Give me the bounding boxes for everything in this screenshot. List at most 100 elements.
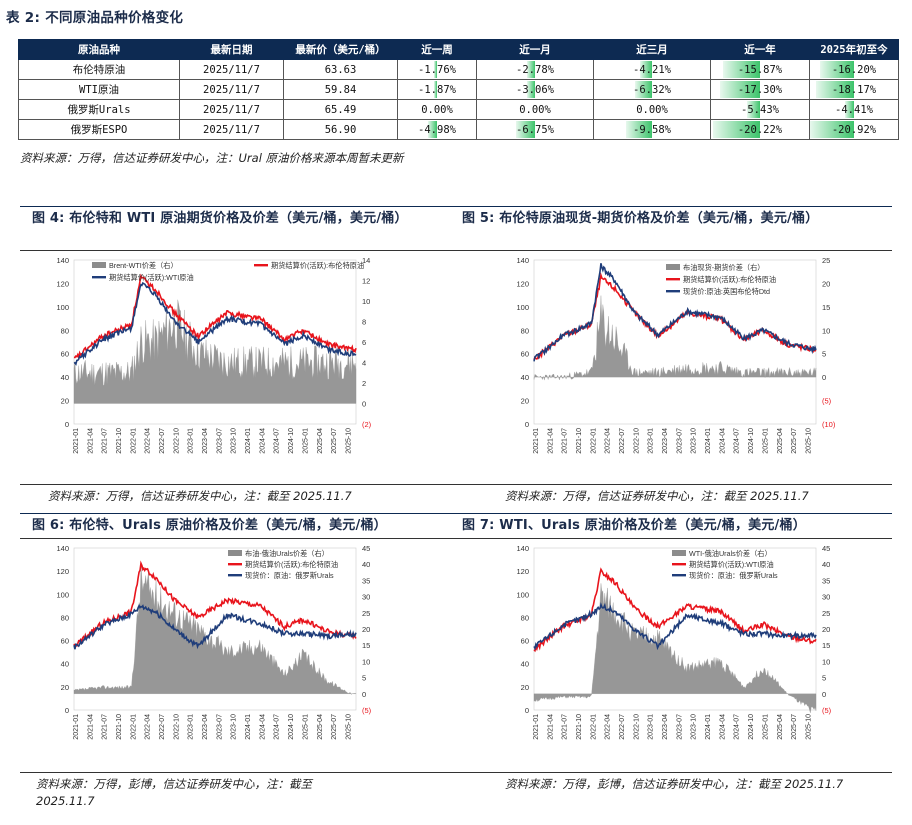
x-tick-label: 2024-01 (705, 714, 712, 740)
x-tick-label: 2025-04 (777, 428, 784, 454)
y-tick-label-left: 0 (65, 420, 69, 429)
y-tick-label-right: 12 (362, 277, 370, 286)
x-tick-label: 2025-07 (791, 428, 798, 454)
y-tick-label-right: 30 (362, 593, 370, 602)
cell-change: -3.06% (476, 79, 594, 100)
cell-change: -18.17% (809, 79, 899, 100)
x-tick-label: 2023-07 (676, 714, 683, 740)
y-tick-label-right: 20 (822, 279, 830, 288)
cell-change: 0.00% (397, 99, 477, 120)
y-tick-label-left: 20 (61, 397, 69, 406)
change-databar (516, 121, 535, 138)
x-tick-label: 2024-10 (288, 428, 295, 454)
legend-swatch-spread (92, 262, 106, 268)
y-tick-label-right: 0 (362, 400, 366, 409)
x-tick-label: 2025-07 (331, 714, 338, 740)
table-row: 布伦特原油 2025/11/7 63.63 -1.76% -2.78% -4.21% -15… (18, 59, 899, 80)
y-tick-label-left: 120 (56, 279, 69, 288)
change-databar (810, 121, 854, 138)
legend-swatch-line (672, 563, 686, 566)
cell-date: 2025/11/7 (179, 79, 284, 100)
x-tick-label: 2022-01 (130, 714, 137, 740)
cell-change: -1.87% (397, 79, 477, 100)
x-tick-label: 2022-04 (605, 428, 612, 454)
fig7-title: 图 7: WTI、Urals 原油价格及价差（美元/桶，美元/桶） (462, 518, 806, 533)
x-tick-label: 2021-07 (102, 428, 109, 454)
cell-change: -1.76% (397, 59, 477, 80)
y-tick-label-right: (5) (822, 706, 832, 715)
col-header: 2025年初至今 (809, 39, 899, 60)
y-tick-label-right: 0 (362, 690, 366, 699)
col-header: 近一年 (710, 39, 810, 60)
x-tick-label: 2021-01 (73, 428, 80, 454)
y-tick-label-right: 25 (822, 256, 830, 265)
fig6-title: 图 6: 布伦特、Urals 原油价格及价差（美元/桶，美元/桶） (32, 518, 387, 533)
x-tick-label: 2024-07 (734, 714, 741, 740)
cell-change: -4.21% (593, 59, 711, 80)
x-tick-label: 2023-01 (188, 428, 195, 454)
y-tick-label-left: 100 (56, 303, 69, 312)
y-tick-label-left: 40 (521, 660, 529, 669)
fig6-chart: 0 20 40 60 80 100 120 140 (5) 0 5 10 15 20 25 30 35 40 45 2… (56, 544, 371, 740)
plot-frame (73, 547, 357, 711)
y-tick-label-right: 25 (362, 609, 370, 618)
cell-date: 2025/11/7 (179, 59, 284, 80)
x-tick-label: 2025-07 (331, 428, 338, 454)
cell-change: -4.41% (809, 99, 899, 120)
x-tick-label: 2022-10 (633, 428, 640, 454)
x-tick-label: 2022-07 (159, 428, 166, 454)
cell-name: 俄罗斯Urals (18, 99, 180, 120)
change-databar (433, 81, 437, 98)
legend-label: 现货价：原油：俄罗斯Urals (245, 571, 334, 580)
y-tick-label-left: 20 (61, 683, 69, 692)
y-tick-label-left: 0 (525, 420, 529, 429)
x-tick-label: 2023-01 (648, 714, 655, 740)
fig4-chart: 0 20 40 60 80 100 120 140 (2) 0 2 4 6 8 10 12 14 2021-01 2… (56, 256, 372, 454)
x-tick-label: 2023-10 (691, 714, 698, 740)
y-tick-label-left: 140 (516, 256, 529, 265)
y-tick-label-left: 100 (516, 303, 529, 312)
change-value: -20.22% (737, 123, 783, 136)
y-tick-label-right: (2) (362, 420, 372, 429)
legend-label: 期货结算价(活跃):布伦特原油 (271, 261, 364, 270)
y-tick-label-left: 0 (65, 706, 69, 715)
fig6-source-line2: 2025.11.7 (36, 794, 95, 808)
x-tick-label: 2022-07 (619, 714, 626, 740)
change-databar (722, 61, 760, 78)
cell-change: -20.92% (809, 119, 899, 140)
cell-change: -17.30% (710, 79, 810, 100)
x-tick-label: 2024-01 (245, 428, 252, 454)
series-line-0 (73, 273, 357, 361)
cell-change: 0.00% (476, 99, 594, 120)
cell-change: -9.58% (593, 119, 711, 140)
series-line-1 (73, 603, 357, 650)
x-tick-label: 2025-10 (345, 428, 352, 454)
legend-swatch-spread (672, 550, 686, 556)
x-tick-label: 2021-07 (102, 714, 109, 740)
series-line-0 (533, 272, 817, 361)
table-source: 资料来源：万得，信达证券研发中心，注：Ural 原油价格来源本周暂未更新 (20, 151, 404, 165)
plot-frame (73, 259, 357, 425)
y-tick-label-right: 10 (822, 657, 830, 666)
x-tick-label: 2022-04 (145, 714, 152, 740)
spread-area (533, 583, 817, 714)
legend-swatch-spread (666, 264, 680, 270)
x-tick-label: 2025-04 (317, 714, 324, 740)
x-tick-label: 2025-01 (762, 428, 769, 454)
y-tick-label-left: 80 (521, 613, 529, 622)
x-tick-label: 2025-10 (345, 714, 352, 740)
change-databar (527, 61, 535, 78)
legend-label: 期货结算价(活跃):WTI原油 (689, 560, 774, 569)
change-value: -9.58% (633, 123, 671, 136)
change-value: -4.21% (633, 63, 671, 76)
x-tick-label: 2024-04 (719, 714, 726, 740)
change-databar (526, 81, 535, 98)
change-value: 0.00% (421, 103, 453, 116)
fig5-chart: 0 20 40 60 80 100 120 140 (10) (5) 0 5 10 15 20 25 2021-… (516, 256, 836, 454)
y-tick-label-right: (10) (822, 420, 836, 429)
x-tick-label: 2025-07 (791, 714, 798, 740)
legend-swatch-line (228, 574, 242, 577)
x-tick-label: 2021-10 (576, 714, 583, 740)
col-header: 近一月 (476, 39, 594, 60)
price-change-table: 原油品种 最新日期 最新价（美元/桶） 近一周 近一月 近三月 近一年 2025… (18, 39, 899, 140)
